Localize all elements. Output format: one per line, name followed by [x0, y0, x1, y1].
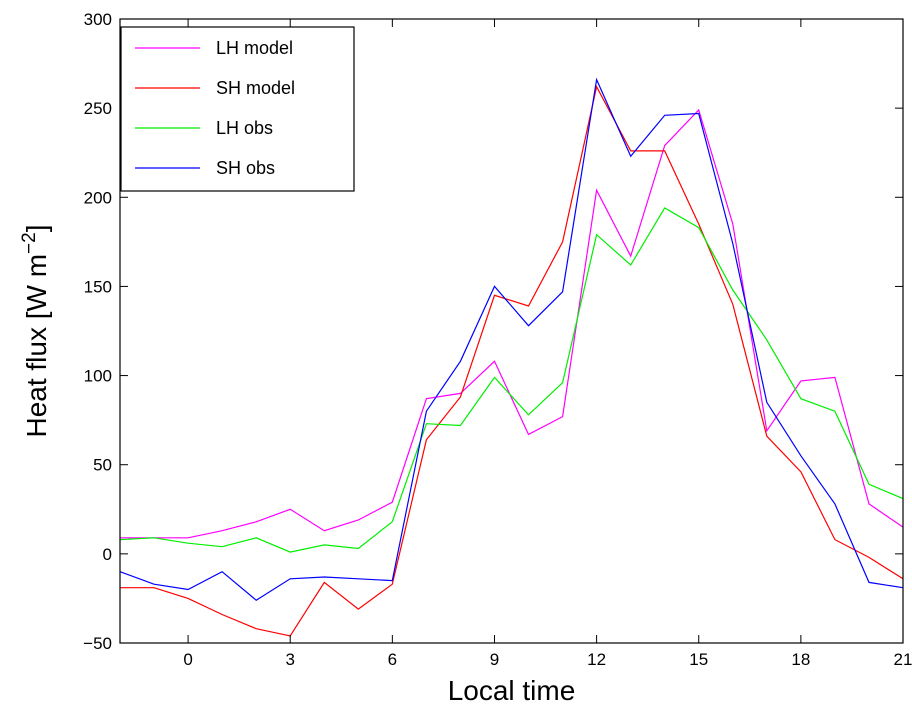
y-tick-label: 200 [84, 188, 112, 207]
legend-label-sh-obs: SH obs [216, 158, 275, 178]
series-line-sh-obs [119, 77, 904, 601]
y-tick-label: −50 [83, 634, 112, 653]
x-tick-label: 9 [490, 650, 499, 669]
legend-label-lh-model: LH model [216, 38, 293, 58]
x-tick-label: 0 [183, 650, 192, 669]
series-layer [119, 77, 904, 637]
x-axis-label: Local time [448, 675, 576, 706]
y-tick-label: 50 [93, 456, 112, 475]
series-line-lh-model [120, 108, 904, 539]
y-axis-label-superscript: −2 [19, 232, 40, 254]
x-tick-label: 12 [587, 650, 606, 669]
y-tick-label: 250 [84, 99, 112, 118]
legend: LH model SH model LH obs SH obs [120, 26, 355, 192]
y-axis-label-base: Heat flux [W m [21, 254, 52, 438]
x-tick-label: 3 [285, 650, 294, 669]
plot-frame [119, 18, 904, 644]
legend-label-lh-obs: LH obs [216, 118, 273, 138]
y-axis-label-end: ] [21, 224, 52, 232]
series-line-lh-obs [119, 207, 904, 553]
x-tick-label: 18 [791, 650, 810, 669]
x-tick-label: 21 [894, 650, 912, 669]
y-tick-label: 150 [84, 277, 112, 296]
y-tick-label: 300 [84, 10, 112, 29]
tick-layer: 0 3 6 9 12 15 18 21 −50 0 50 100 150 200 250 300 [83, 10, 912, 669]
legend-items: LH model SH model LH obs SH obs [135, 38, 295, 178]
x-tick-label: 6 [388, 650, 397, 669]
legend-label-sh-model: SH model [216, 78, 295, 98]
y-tick-label: 100 [84, 367, 112, 386]
y-axis-label: Heat flux [W m−2] [19, 224, 52, 437]
y-tick-label: 0 [103, 545, 112, 564]
x-tick-label: 15 [689, 650, 708, 669]
legend-box [120, 26, 355, 192]
series-line-sh-model [120, 84, 904, 637]
